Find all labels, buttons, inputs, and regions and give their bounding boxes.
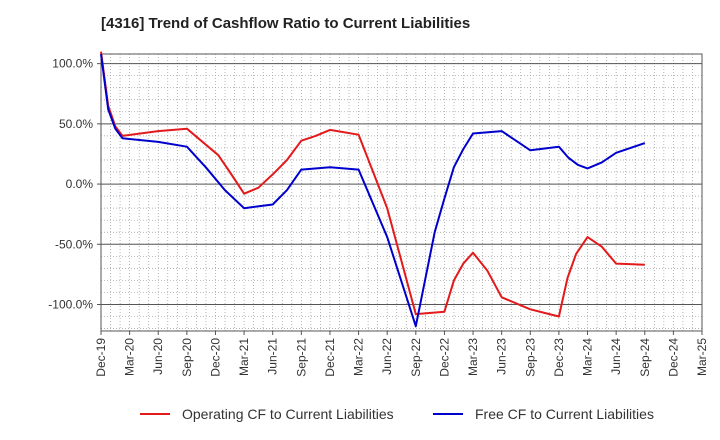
legend-label: Operating CF to Current Liabilities: [182, 406, 394, 422]
x-tick-label: Mar-23: [466, 338, 480, 376]
series-line-operating-cf: [100, 51, 645, 318]
legend-label: Free CF to Current Liabilities: [475, 406, 654, 422]
plot-area: [101, 54, 702, 331]
x-tick-label: Jun-24: [609, 338, 623, 375]
x-tick-label: Jun-21: [266, 338, 280, 375]
x-tick-label: Sep-20: [180, 338, 194, 377]
plot-frame: [100, 53, 703, 332]
x-tick-label: Mar-24: [581, 338, 595, 376]
x-tick-label: Dec-22: [437, 338, 451, 377]
x-tick-label: Dec-19: [94, 338, 108, 377]
y-tick-label: 50.0%: [59, 117, 93, 131]
y-tick-label: 0.0%: [66, 177, 94, 191]
x-tick-label: Sep-21: [294, 338, 308, 377]
y-tick-label: 100.0%: [52, 57, 93, 71]
x-tick-label: Jun-20: [151, 338, 165, 375]
x-tick-label: Mar-25: [695, 338, 709, 376]
x-tick-label: Dec-24: [666, 338, 680, 377]
x-tick-label: Dec-23: [552, 338, 566, 377]
x-tick-label: Mar-21: [237, 338, 251, 376]
x-tick-label: Mar-20: [123, 338, 137, 376]
chart-title: [4316] Trend of Cashflow Ratio to Curren…: [101, 15, 471, 32]
series-line-free-cf: [100, 53, 646, 328]
x-tick-label: Sep-22: [409, 338, 423, 377]
x-tick-label: Dec-20: [208, 338, 222, 377]
x-tick-label: Sep-23: [523, 338, 537, 377]
x-tick-label: Jun-22: [380, 338, 394, 375]
y-tick-label: -50.0%: [55, 237, 93, 251]
x-tick-label: Jun-23: [495, 338, 509, 375]
x-tick-label: Mar-22: [352, 338, 366, 376]
x-tick-label: Dec-21: [323, 338, 337, 377]
x-tick-label: Sep-24: [638, 338, 652, 377]
y-tick-label: -100.0%: [48, 298, 93, 312]
